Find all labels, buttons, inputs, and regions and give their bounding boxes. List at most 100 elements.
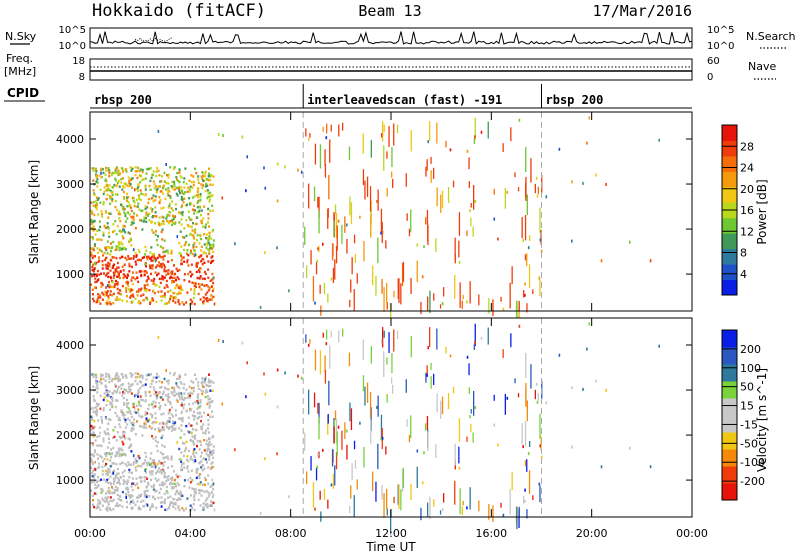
- velocity-data-mark: [341, 430, 343, 450]
- velocity-data-mark: [171, 386, 174, 390]
- power-data-mark: [126, 205, 129, 208]
- power-colorbar-tick-label: 8: [740, 247, 747, 260]
- power-data-mark: [106, 222, 109, 225]
- velocity-data-mark: [158, 401, 161, 405]
- velocity-data-mark: [212, 482, 215, 486]
- power-data-mark: [152, 170, 155, 173]
- power-data-mark: [180, 262, 183, 265]
- power-data-mark: [178, 168, 181, 171]
- power-data-mark: [94, 261, 96, 265]
- power-data-mark: [110, 173, 113, 177]
- power-data-mark: [171, 276, 174, 279]
- power-data-mark: [284, 165, 286, 169]
- velocity-data-mark: [106, 431, 109, 435]
- power-data-mark: [145, 168, 148, 171]
- power-data-mark: [153, 282, 156, 285]
- velocity-data-mark: [108, 418, 110, 421]
- power-data-mark: [426, 159, 428, 171]
- velocity-data-mark: [149, 413, 152, 416]
- velocity-data-mark: [118, 416, 121, 420]
- power-data-mark: [147, 167, 150, 170]
- velocity-data-mark: [108, 471, 111, 474]
- power-data-mark: [136, 170, 139, 173]
- velocity-data-mark: [200, 419, 202, 423]
- power-data-mark: [461, 300, 463, 309]
- power-data-mark: [166, 249, 169, 252]
- power-data-mark: [154, 233, 157, 236]
- velocity-data-mark: [454, 480, 456, 505]
- velocity-data-mark: [188, 449, 190, 453]
- velocity-data-mark: [487, 327, 489, 345]
- velocity-data-mark: [110, 402, 113, 405]
- velocity-data-mark: [466, 506, 468, 510]
- power-data-mark: [114, 205, 117, 209]
- velocity-data-mark: [160, 413, 163, 416]
- power-data-mark: [319, 144, 322, 169]
- velocity-data-mark: [119, 426, 122, 429]
- velocity-data-mark: [106, 446, 109, 449]
- velocity-data-mark: [125, 487, 128, 490]
- power-data-mark: [92, 220, 95, 224]
- power-data-mark: [93, 248, 95, 252]
- velocity-data-mark: [212, 456, 215, 460]
- power-data-mark: [436, 122, 438, 144]
- velocity-data-mark: [370, 346, 372, 364]
- velocity-data-mark: [138, 456, 141, 460]
- velocity-data-mark: [143, 424, 146, 427]
- velocity-data-mark: [205, 439, 208, 442]
- power-data-mark: [152, 279, 155, 283]
- power-data-mark: [175, 176, 178, 179]
- power-data-mark: [466, 300, 468, 304]
- velocity-data-mark: [91, 481, 93, 484]
- power-data-mark: [195, 245, 198, 249]
- velocity-data-mark: [141, 384, 144, 388]
- velocity-data-mark: [132, 461, 135, 464]
- velocity-data-mark: [185, 388, 188, 391]
- velocity-data-mark: [95, 376, 98, 379]
- power-data-mark: [114, 248, 117, 252]
- power-data-mark: [197, 196, 200, 199]
- velocity-data-mark: [91, 471, 94, 475]
- power-data-mark: [473, 185, 475, 210]
- power-data-mark: [377, 237, 379, 264]
- power-data-mark: [107, 297, 110, 300]
- power-data-mark: [330, 124, 332, 132]
- power-data-mark: [185, 234, 188, 238]
- velocity-data-mark: [169, 417, 172, 420]
- power-data-mark: [115, 185, 118, 188]
- velocity-data-mark: [148, 390, 151, 394]
- power-data-mark: [310, 250, 312, 265]
- velocity-data-mark: [524, 460, 527, 467]
- power-data-mark: [144, 245, 147, 249]
- power-data-mark: [211, 209, 214, 212]
- velocity-data-mark: [206, 454, 209, 457]
- power-data-mark: [210, 256, 213, 259]
- power-data-mark: [92, 263, 95, 266]
- power-data-mark: [98, 294, 101, 297]
- velocity-data-mark: [197, 393, 200, 396]
- velocity-data-mark: [162, 484, 165, 487]
- power-data-mark: [100, 272, 103, 275]
- power-data-mark: [582, 181, 584, 185]
- velocity-data-mark: [324, 370, 327, 384]
- velocity-data-mark: [186, 396, 189, 399]
- power-data-mark: [159, 199, 162, 202]
- velocity-data-mark: [189, 407, 191, 411]
- velocity-data-mark: [130, 450, 133, 453]
- power-data-mark: [127, 231, 130, 234]
- power-data-mark: [162, 222, 165, 226]
- power-data-mark: [204, 272, 207, 276]
- power-data-mark: [93, 286, 96, 289]
- power-data-mark: [130, 279, 133, 282]
- velocity-data-mark: [145, 374, 148, 377]
- power-data-mark: [99, 225, 102, 229]
- velocity-data-mark: [191, 435, 194, 438]
- power-data-mark: [182, 256, 185, 259]
- power-data-mark: [400, 283, 402, 305]
- velocity-data-mark: [172, 428, 175, 431]
- velocity-data-mark: [472, 432, 474, 443]
- velocity-data-mark: [114, 504, 117, 507]
- power-data-mark: [94, 167, 97, 171]
- power-data-mark: [95, 180, 98, 183]
- power-data-mark: [163, 295, 166, 299]
